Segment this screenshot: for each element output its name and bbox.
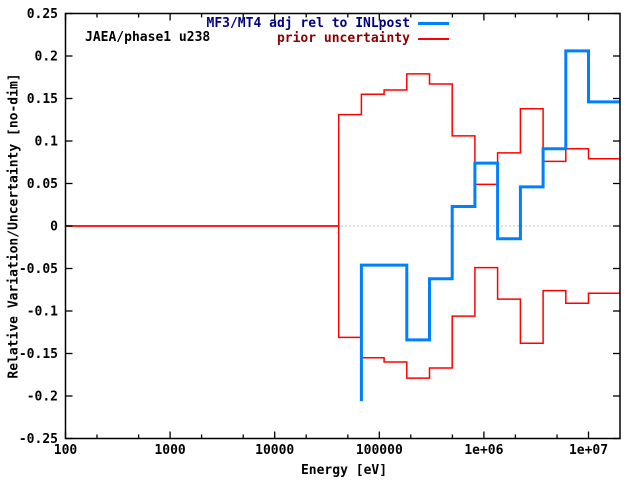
series-path-2 (359, 49, 620, 402)
y-tick-label: -0.1 (27, 305, 58, 320)
legend-line-sample-red (418, 37, 449, 40)
legend-line-sample-blue (418, 22, 449, 25)
y-tick-label: -0.05 (19, 262, 58, 277)
legend-label-prior-uncertainty: prior uncertainty (276, 31, 410, 46)
y-tick-label: 0.2 (35, 50, 58, 65)
y-tick-label: 0.15 (27, 92, 58, 107)
x-tick-label: 10000 (255, 443, 294, 458)
x-tick-label: 1e+07 (569, 443, 608, 458)
y-tick-label: -0.2 (27, 390, 58, 405)
x-axis-title: Energy [eV] (300, 463, 388, 478)
y-tick-label: -0.25 (19, 432, 58, 447)
legend: MF3/MT4 adj rel to INLpost prior uncerta… (206, 16, 449, 46)
series-path-0 (65, 73, 620, 227)
y-tick-label: 0.25 (27, 7, 58, 22)
y-tick-label: 0 (50, 220, 58, 235)
plot-inset-label: JAEA/phase1 u238 (85, 30, 211, 45)
y-tick-label: 0.05 (27, 177, 58, 192)
legend-label-adjustment: MF3/MT4 adj rel to INLpost (206, 16, 411, 31)
series-path-1 (65, 225, 620, 379)
x-tick-label: 1e+06 (464, 443, 503, 458)
y-tick-label: 0.1 (35, 135, 59, 150)
x-tick-label: 100 (54, 443, 78, 458)
legend-item-prior-uncertainty: prior uncertainty (277, 31, 449, 46)
x-tick-label: 1000 (154, 443, 185, 458)
x-tick-label: 100000 (356, 443, 403, 458)
y-axis-title: Relative Variation/Uncertainty [no-dim] (6, 73, 22, 379)
y-tick-label: -0.15 (19, 347, 58, 362)
legend-item-adjustment: MF3/MT4 adj rel to INLpost (206, 16, 449, 31)
